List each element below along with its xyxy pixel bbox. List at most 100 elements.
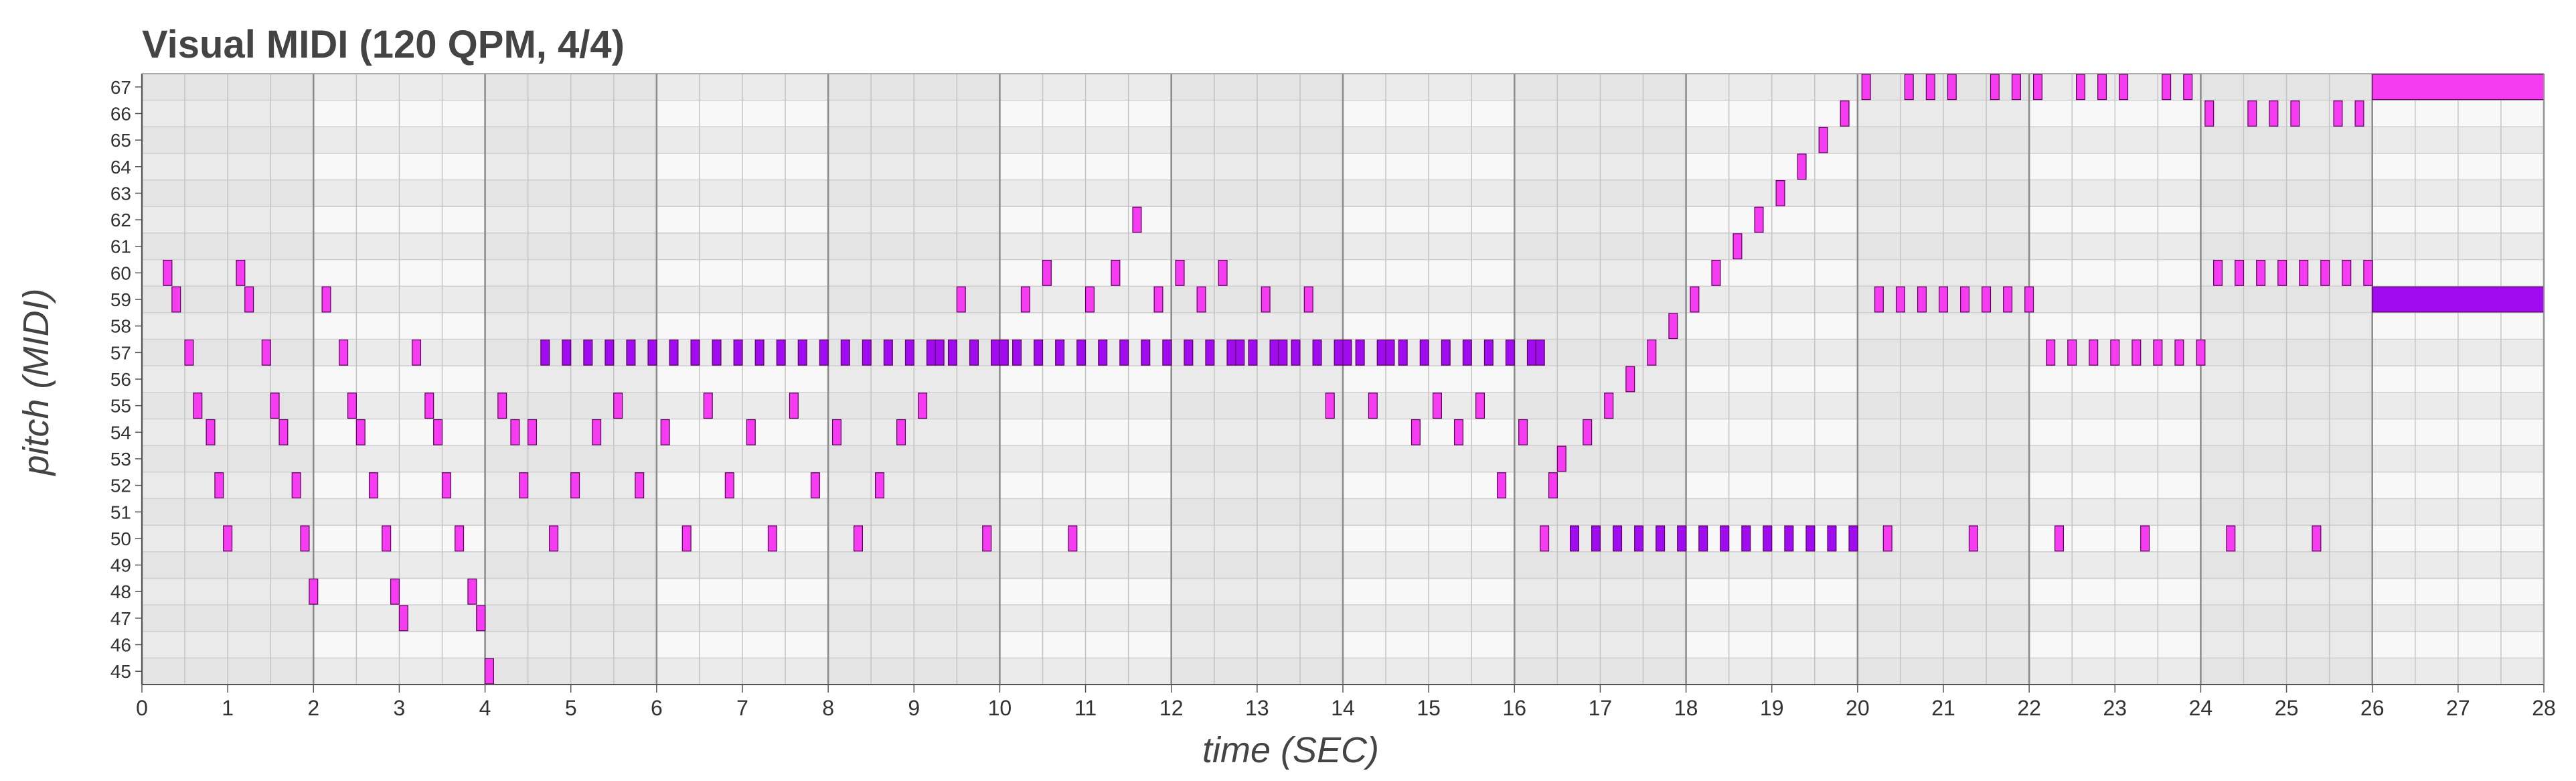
note-mark	[1775, 180, 1785, 206]
x-tick-label: 14	[1331, 696, 1355, 720]
note-mark	[2153, 339, 2163, 366]
note-mark	[1055, 339, 1065, 366]
plot-gridlines	[141, 73, 2545, 685]
note-mark	[2277, 259, 2287, 286]
note-mark	[776, 339, 786, 366]
y-tick-label: 64	[110, 157, 131, 178]
note-mark	[300, 525, 310, 552]
note-mark	[412, 339, 422, 366]
y-tick-label: 46	[110, 635, 131, 656]
note-mark	[1355, 339, 1365, 366]
y-tick-label: 61	[110, 236, 131, 257]
note-mark	[2269, 100, 2279, 127]
note-mark	[1218, 259, 1228, 286]
y-tick-label: 55	[110, 396, 131, 417]
note-mark	[339, 339, 349, 366]
note-mark	[476, 605, 486, 632]
x-tick-label: 11	[1074, 696, 1097, 720]
note-mark	[2131, 339, 2142, 366]
note-mark	[1205, 339, 1215, 366]
note-mark	[797, 339, 807, 366]
note-mark	[2140, 525, 2150, 552]
note-mark	[1248, 339, 1258, 366]
note-mark	[1312, 339, 1322, 366]
note-mark	[1141, 339, 1151, 366]
x-tick-label: 16	[1502, 696, 1526, 720]
x-tick-label: 1	[222, 696, 234, 720]
x-tick-label: 25	[2275, 696, 2299, 720]
note-mark	[1535, 339, 1545, 366]
note-mark	[484, 658, 494, 685]
note-mark	[1677, 525, 1687, 552]
y-tick-label: 62	[110, 210, 131, 230]
y-tick-label: 63	[110, 183, 131, 204]
note-mark	[1411, 419, 1421, 445]
note-mark	[1634, 525, 1644, 552]
x-tick-label: 15	[1417, 696, 1441, 720]
note-mark	[1904, 74, 1914, 100]
x-tick-label: 13	[1245, 696, 1269, 720]
note-mark	[1269, 339, 1279, 366]
note-mark	[1668, 313, 1678, 340]
note-mark	[540, 339, 550, 366]
note-mark	[223, 525, 233, 552]
y-tick-label: 67	[110, 77, 131, 98]
note-mark	[1034, 339, 1044, 366]
x-tick-labels: 0 1 2 3 4 5 6 7 8 9 10 11 12 13 14 15 16 17 18 19 20 21 22 23 24…	[136, 696, 2556, 720]
chart-title: Visual MIDI (120 QPM, 4/4)	[142, 23, 625, 66]
y-tick-labels: 45 46 47 48 49 50 51 52 53 54 55 56 57 58 59 60 61 62 63 64…	[110, 77, 131, 682]
note-mark	[635, 472, 645, 499]
note-mark	[1334, 339, 1344, 366]
y-tick-label: 66	[110, 103, 131, 124]
y-tick-label: 52	[110, 476, 131, 496]
note-mark	[2290, 100, 2300, 127]
note-mark	[1042, 259, 1052, 286]
note-mark	[789, 393, 799, 419]
note-mark	[2011, 74, 2021, 100]
note-mark	[969, 339, 979, 366]
note-mark	[368, 472, 378, 499]
note-mark	[767, 525, 777, 552]
note-mark	[1784, 525, 1794, 552]
note-mark	[2299, 259, 2309, 286]
note-mark	[347, 393, 357, 419]
note-mark	[1882, 525, 1893, 552]
y-tick-label: 65	[110, 130, 131, 151]
note-mark	[455, 525, 465, 552]
x-tick-label: 20	[1846, 696, 1870, 720]
note-mark	[549, 525, 559, 552]
note-mark	[1385, 339, 1395, 366]
x-tick-label: 10	[988, 696, 1012, 720]
note-mark	[1613, 525, 1623, 552]
note-mark	[1647, 339, 1657, 366]
note-mark	[244, 286, 254, 313]
x-tick-label: 0	[136, 696, 148, 720]
note-mark	[2183, 74, 2193, 100]
note-mark	[1827, 525, 1837, 552]
note-mark	[1548, 472, 1558, 499]
note-mark	[904, 339, 914, 366]
note-mark	[2204, 100, 2215, 127]
note-mark	[1119, 339, 1129, 366]
note-mark	[163, 259, 173, 286]
note-mark	[441, 472, 451, 499]
y-tick-label: 57	[110, 342, 131, 363]
note-mark	[206, 419, 216, 445]
note-mark	[1720, 525, 1730, 552]
note-mark	[862, 339, 872, 366]
note-mark	[2076, 74, 2086, 100]
note-mark	[1741, 525, 1751, 552]
note-mark	[935, 339, 945, 366]
note-mark	[1175, 259, 1185, 286]
y-tick-label: 51	[110, 502, 131, 522]
note-mark	[2024, 286, 2034, 313]
note-mark	[660, 419, 670, 445]
note-mark	[570, 472, 580, 499]
x-tick-label: 2	[307, 696, 319, 720]
note-mark	[1518, 419, 1528, 445]
x-tick-label: 4	[479, 696, 491, 720]
x-tick-label: 7	[736, 696, 748, 720]
note-mark	[2162, 74, 2172, 100]
note-mark	[926, 339, 936, 366]
x-tick-label: 21	[1931, 696, 1955, 720]
